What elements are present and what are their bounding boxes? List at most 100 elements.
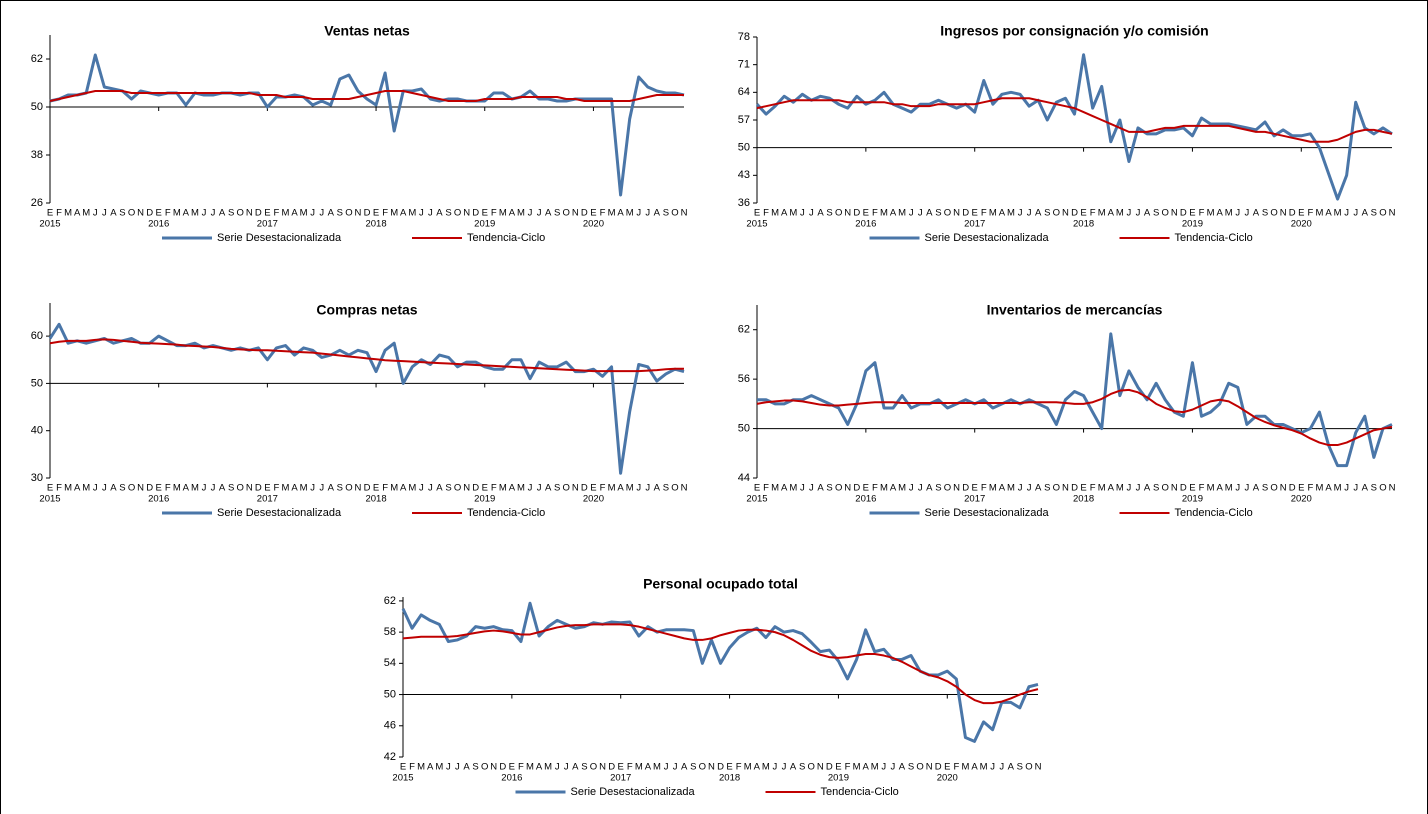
x-tick-label: J	[673, 762, 678, 773]
x-tick-label: J	[636, 208, 641, 219]
x-tick-label: N	[572, 208, 579, 219]
x-tick-label: O	[944, 208, 951, 219]
x-tick-label: D	[1180, 208, 1187, 219]
x-tick-label: O	[1270, 483, 1277, 494]
x-tick-label: M	[517, 483, 525, 494]
x-tick-label: A	[545, 208, 552, 219]
x-tick-label: J	[918, 483, 923, 494]
x-tick-label: A	[754, 762, 761, 773]
x-tick-label: J	[773, 762, 778, 773]
year-label: 2018	[365, 494, 386, 505]
x-tick-label: A	[291, 208, 298, 219]
legend-label: Tendencia-Ciclo	[467, 507, 545, 519]
x-tick-label: S	[935, 483, 941, 494]
x-tick-label: S	[826, 208, 832, 219]
x-tick-label: A	[1108, 483, 1115, 494]
x-tick-label: M	[300, 483, 308, 494]
x-tick-label: J	[890, 762, 895, 773]
x-tick-label: A	[328, 208, 335, 219]
x-tick-label: E	[264, 208, 270, 219]
x-tick-label: J	[428, 483, 433, 494]
x-tick-label: D	[1071, 483, 1078, 494]
x-tick-label: A	[1362, 483, 1369, 494]
x-tick-label: A	[427, 762, 434, 773]
x-tick-label: M	[499, 208, 507, 219]
x-tick-label: M	[173, 483, 181, 494]
x-tick-label: M	[1225, 208, 1233, 219]
year-label: 2015	[746, 494, 767, 505]
x-tick-label: N	[1389, 483, 1396, 494]
x-tick-label: N	[572, 483, 579, 494]
x-tick-label: M	[880, 483, 888, 494]
x-tick-label: N	[681, 483, 688, 494]
year-label: 2020	[1291, 219, 1312, 230]
x-tick-label: A	[617, 483, 624, 494]
x-tick-label: M	[880, 208, 888, 219]
x-tick-label: A	[509, 483, 516, 494]
x-tick-label: F	[56, 208, 62, 219]
x-tick-label: S	[1153, 483, 1159, 494]
x-tick-label: M	[417, 762, 425, 773]
x-tick-label: M	[1116, 208, 1124, 219]
x-tick-label: D	[1180, 483, 1187, 494]
year-label: 2019	[828, 773, 849, 784]
x-tick-label: A	[890, 483, 897, 494]
x-tick-label: A	[1108, 208, 1115, 219]
series-line	[401, 601, 1039, 743]
x-tick-label: E	[1298, 483, 1304, 494]
x-tick-label: F	[872, 483, 878, 494]
x-tick-label: M	[853, 762, 861, 773]
y-tick-label: 56	[738, 373, 750, 385]
x-tick-label: F	[165, 208, 171, 219]
x-tick-label: J	[1344, 208, 1349, 219]
x-tick-label: A	[790, 762, 797, 773]
x-tick-label: M	[64, 483, 72, 494]
series-line	[49, 53, 685, 197]
x-tick-label: F	[518, 762, 524, 773]
x-tick-label: M	[300, 208, 308, 219]
x-tick-label: J	[800, 483, 805, 494]
x-tick-label: A	[654, 483, 661, 494]
x-tick-label: E	[47, 483, 53, 494]
x-tick-label: O	[563, 483, 570, 494]
x-tick-label: F	[1090, 483, 1096, 494]
x-tick-label: M	[898, 208, 906, 219]
year-label: 2016	[855, 219, 876, 230]
x-tick-label: A	[572, 762, 579, 773]
x-tick-label: E	[47, 208, 53, 219]
x-tick-label: N	[463, 208, 470, 219]
x-tick-label: N	[953, 483, 960, 494]
x-tick-label: M	[980, 762, 988, 773]
x-tick-label: E	[373, 483, 379, 494]
year-label: 2018	[1073, 494, 1094, 505]
x-tick-label: M	[282, 208, 290, 219]
x-tick-label: J	[419, 483, 424, 494]
x-tick-label: M	[435, 762, 443, 773]
x-tick-label: J	[782, 762, 787, 773]
x-tick-label: J	[93, 208, 98, 219]
x-tick-label: A	[1253, 208, 1260, 219]
x-tick-label: S	[1153, 208, 1159, 219]
x-tick-label: D	[608, 762, 615, 773]
year-label: 2016	[501, 773, 522, 784]
x-tick-label: A	[436, 208, 443, 219]
x-tick-label: D	[364, 483, 371, 494]
x-tick-label: O	[944, 483, 951, 494]
x-tick-label: N	[599, 762, 606, 773]
x-tick-label: J	[1353, 208, 1358, 219]
x-tick-label: O	[1162, 208, 1169, 219]
x-tick-label: A	[1325, 483, 1332, 494]
x-tick-label: J	[319, 208, 324, 219]
x-tick-label: E	[1080, 483, 1086, 494]
x-tick-label: D	[826, 762, 833, 773]
x-tick-label: D	[962, 483, 969, 494]
x-tick-label: J	[528, 208, 533, 219]
x-tick-label: N	[1062, 483, 1069, 494]
x-tick-label: A	[862, 762, 869, 773]
x-tick-label: S	[826, 483, 832, 494]
legend-label: Serie Desestacionalizada	[217, 232, 342, 244]
year-label: 2018	[719, 773, 740, 784]
x-tick-label: M	[608, 483, 616, 494]
x-tick-label: D	[1289, 208, 1296, 219]
x-tick-label: J	[446, 762, 451, 773]
